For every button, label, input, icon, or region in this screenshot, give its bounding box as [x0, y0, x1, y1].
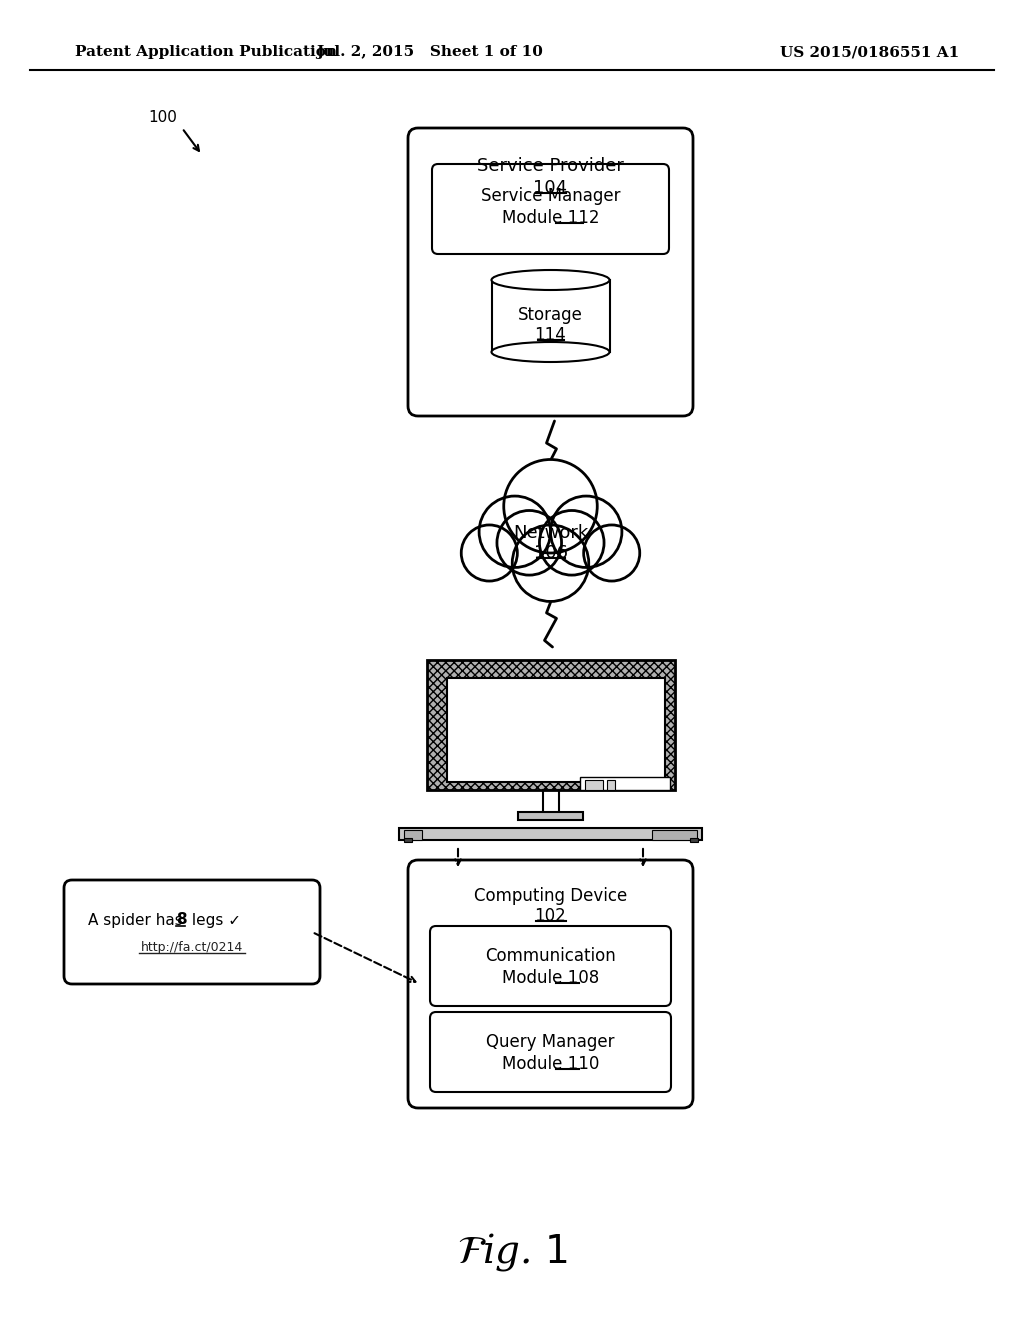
- Ellipse shape: [492, 342, 609, 362]
- Circle shape: [504, 459, 597, 553]
- Text: 114: 114: [535, 326, 566, 345]
- Text: Storage: Storage: [518, 306, 583, 323]
- Circle shape: [540, 511, 604, 576]
- Bar: [492, 280, 609, 342]
- Circle shape: [512, 525, 589, 602]
- Text: Query Manager: Query Manager: [486, 1034, 614, 1051]
- Bar: [652, 830, 697, 840]
- Circle shape: [479, 496, 551, 568]
- Text: US 2015/0186551 A1: US 2015/0186551 A1: [780, 45, 959, 59]
- Text: Service Provider: Service Provider: [477, 157, 624, 176]
- Text: 8: 8: [176, 912, 186, 928]
- Bar: [518, 812, 583, 820]
- Bar: [585, 780, 602, 789]
- Text: Jul. 2, 2015   Sheet 1 of 10: Jul. 2, 2015 Sheet 1 of 10: [316, 45, 544, 59]
- Bar: [404, 830, 422, 840]
- Text: Network: Network: [513, 524, 588, 541]
- Text: 100: 100: [148, 111, 177, 125]
- FancyBboxPatch shape: [408, 128, 693, 416]
- Text: 104: 104: [534, 180, 567, 197]
- FancyBboxPatch shape: [432, 164, 669, 253]
- Text: Computing Device: Computing Device: [474, 887, 627, 906]
- FancyBboxPatch shape: [430, 927, 671, 1006]
- Text: Module 110: Module 110: [502, 1055, 599, 1073]
- Text: Module 112: Module 112: [502, 209, 599, 227]
- Circle shape: [551, 496, 622, 568]
- Text: legs ✓: legs ✓: [187, 912, 241, 928]
- Text: Patent Application Publication: Patent Application Publication: [75, 45, 337, 59]
- Text: http://fa.ct/0214: http://fa.ct/0214: [141, 941, 243, 954]
- Bar: [404, 838, 412, 842]
- Text: Module 108: Module 108: [502, 969, 599, 987]
- Bar: [690, 838, 698, 842]
- Circle shape: [584, 525, 640, 581]
- Circle shape: [497, 511, 561, 576]
- Text: $\mathcal{F}$ig. $1$: $\mathcal{F}$ig. $1$: [457, 1232, 567, 1272]
- Text: 106: 106: [534, 544, 567, 561]
- Ellipse shape: [492, 271, 609, 290]
- Text: 102: 102: [535, 907, 566, 925]
- Bar: [606, 780, 614, 789]
- FancyBboxPatch shape: [408, 861, 693, 1107]
- Bar: [427, 660, 675, 789]
- Bar: [580, 777, 670, 789]
- Text: A spider has: A spider has: [88, 912, 187, 928]
- Text: Communication: Communication: [485, 946, 615, 965]
- Bar: [446, 678, 665, 781]
- FancyBboxPatch shape: [430, 1012, 671, 1092]
- Bar: [399, 828, 702, 840]
- Text: Service Manager: Service Manager: [480, 187, 621, 205]
- Circle shape: [461, 525, 517, 581]
- FancyBboxPatch shape: [63, 880, 319, 983]
